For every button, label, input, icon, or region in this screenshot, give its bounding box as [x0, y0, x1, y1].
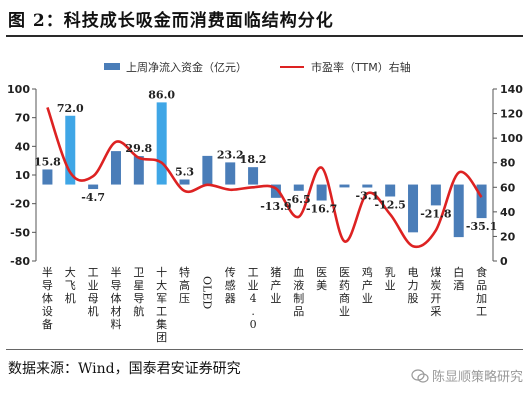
bar — [430, 184, 441, 206]
category-label: 医药商业 — [339, 266, 350, 318]
data-source-note: 数据来源：Wind，国泰君安证券研究 — [8, 361, 241, 377]
chart-bar-labels: 15.8 72.0 -4.7 29.8 86.0 5.3 23.218.2 -13.9-6.5… — [34, 88, 497, 233]
chart-axes: 100 70 40 10 -20 -50 -80 140 120 100 80 60 40 20 0 — [7, 83, 523, 268]
bar — [362, 184, 373, 188]
bar — [179, 179, 190, 185]
category-label: 乳业 — [385, 266, 396, 292]
chart: 上周净流入资金（亿元） 市盈率（TTM）右轴 100 70 40 10 -20 -50 -8… — [7, 60, 523, 344]
category-label: 半导体材料 — [110, 265, 121, 331]
category-label: 大飞机 — [65, 265, 76, 305]
bar-value-label: -21.8 — [420, 207, 452, 220]
bar-value-label: -16.7 — [306, 203, 337, 216]
right-tick-label: 0 — [500, 255, 508, 268]
bar-value-label: 18.2 — [240, 153, 267, 166]
legend-bar-label: 上周净流入资金（亿元） — [126, 60, 247, 74]
title-divider — [6, 35, 523, 37]
category-label: 十大军工集团 — [156, 265, 167, 344]
left-tick-label: 70 — [15, 112, 31, 125]
bar-value-label: 5.3 — [175, 165, 194, 178]
bar-value-label: 23.2 — [217, 148, 244, 161]
chart-line-series — [46, 106, 483, 249]
bar — [293, 184, 304, 191]
legend-bar-swatch — [104, 63, 120, 70]
right-tick-label: 40 — [500, 206, 516, 219]
right-tick-label: 60 — [500, 181, 516, 194]
category-label: 白酒 — [453, 265, 464, 292]
category-label: 半导体设备 — [42, 265, 53, 331]
bar-value-label: -13.9 — [260, 200, 291, 213]
source-divider — [6, 349, 523, 350]
bar — [453, 184, 464, 238]
bar — [202, 155, 213, 185]
figure-title: 图 2：科技成长吸金而消费面临结构分化 — [8, 11, 334, 31]
bar — [385, 184, 396, 197]
bar-value-label: 15.8 — [34, 155, 61, 168]
right-tick-label: 140 — [500, 83, 523, 96]
left-tick-label: -80 — [10, 255, 30, 268]
category-label: 食品加工 — [476, 265, 487, 318]
bar — [316, 184, 327, 201]
left-tick-label: -20 — [10, 198, 30, 211]
bar — [248, 167, 259, 185]
left-tick-label: 40 — [15, 140, 31, 153]
bar — [339, 184, 350, 188]
chart-bars — [42, 102, 487, 238]
bar — [110, 151, 121, 185]
left-tick-label: 10 — [15, 169, 31, 182]
bar — [133, 156, 144, 185]
bar — [42, 169, 53, 185]
watermark-text: 陈显顺策略研究 — [431, 370, 523, 385]
bar-value-label: 72.0 — [57, 102, 84, 115]
bar — [88, 184, 99, 190]
left-tick-label: 100 — [7, 83, 30, 96]
category-label: 特高压 — [179, 265, 190, 305]
category-label: 工业母机 — [88, 266, 99, 318]
category-label: 鸡产业 — [362, 265, 373, 305]
category-label: 电力股 — [408, 266, 419, 305]
category-label: 传感器 — [225, 266, 236, 305]
category-label: 医美 — [316, 266, 327, 292]
bar-value-label: 86.0 — [148, 88, 175, 101]
bar-value-label: -4.7 — [81, 191, 105, 204]
right-tick-label: 20 — [500, 230, 516, 243]
category-label: 猪产业 — [270, 266, 281, 305]
bar — [408, 184, 419, 233]
bar-value-label: -35.1 — [466, 220, 497, 233]
category-label: 血液制品 — [293, 265, 304, 318]
bar-value-label: -6.5 — [287, 193, 311, 206]
category-label: 工业 4. 0 — [248, 266, 259, 331]
bar — [65, 115, 76, 185]
pe-ttm-line — [46, 106, 483, 249]
bar — [225, 162, 236, 185]
left-tick-label: -50 — [10, 226, 30, 239]
wechat-icon — [411, 368, 429, 383]
bar-value-label: 29.8 — [125, 142, 152, 155]
right-tick-label: 120 — [500, 108, 523, 121]
bar-value-label: -12.5 — [374, 199, 405, 212]
bar — [476, 184, 487, 219]
right-tick-label: 100 — [500, 132, 523, 145]
bar-value-label: -3.1 — [355, 190, 379, 203]
legend-line-label: 市盈率（TTM）右轴 — [311, 60, 411, 74]
category-label: OLED — [200, 276, 213, 309]
bar — [156, 102, 167, 185]
watermark: 陈显顺策略研究 — [411, 366, 523, 385]
bar — [270, 184, 281, 198]
chart-legend: 上周净流入资金（亿元） 市盈率（TTM）右轴 — [104, 60, 411, 74]
category-label: 煤炭开采 — [430, 266, 441, 318]
right-tick-label: 80 — [500, 157, 516, 170]
category-label: 卫星导航 — [133, 266, 144, 318]
